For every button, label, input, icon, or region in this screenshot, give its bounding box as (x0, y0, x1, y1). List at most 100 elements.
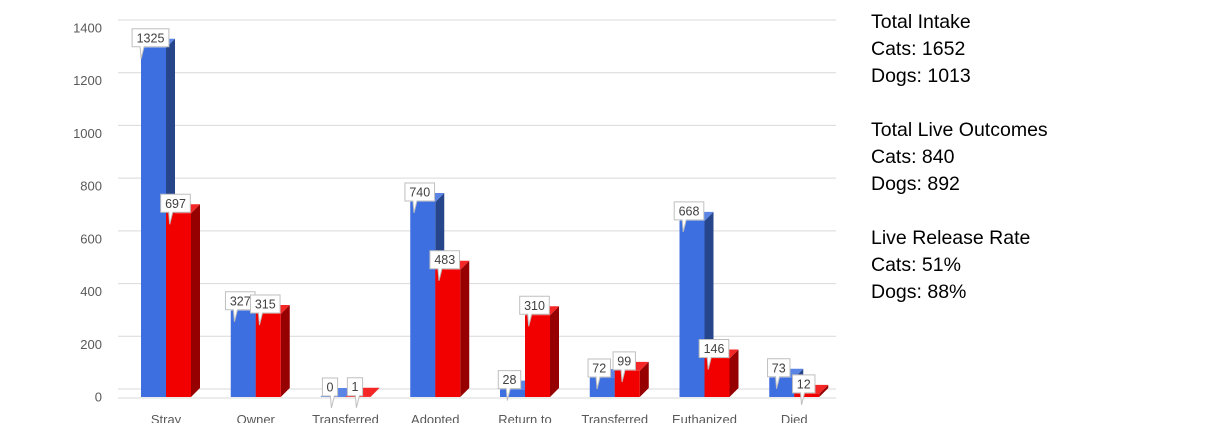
y-tick-label: 0 (95, 390, 102, 405)
data-label-text: 12 (797, 377, 811, 391)
stat-dogs: Dogs: 892 (871, 173, 960, 195)
data-label-text: 72 (592, 362, 606, 376)
stat-cats: Cats: 1652 (871, 38, 966, 60)
data-label: 28 (497, 370, 522, 401)
bar-front (230, 310, 256, 397)
y-tick-label: 1200 (73, 73, 102, 88)
bar (435, 260, 470, 397)
data-label-text: 0 (327, 381, 334, 395)
bar-side (370, 387, 380, 397)
bar-front (614, 370, 640, 397)
data-label: 1 (346, 377, 364, 408)
data-label-text: 99 (617, 354, 631, 368)
data-label-text: 327 (230, 294, 251, 308)
bar-side (550, 306, 559, 397)
stat-dogs: Dogs: 1013 (871, 65, 971, 87)
y-tick-label: 800 (80, 179, 102, 194)
stat-cats: Cats: 840 (871, 146, 955, 168)
data-label-text: 310 (524, 299, 545, 313)
callout-box (519, 295, 550, 327)
bar-side (280, 304, 290, 397)
callout-box (131, 28, 170, 59)
bar-front (679, 220, 705, 397)
data-label: 483 (429, 250, 461, 281)
bar-side (191, 204, 200, 397)
stat-dogs: Dogs: 88% (871, 281, 967, 303)
data-label-text: 483 (434, 253, 455, 267)
bar-front (255, 313, 281, 397)
summary-stats: Total Intake Cats: 1652 Dogs: 1013 Total… (871, 9, 1191, 333)
data-label: 697 (160, 193, 191, 225)
x-tick-label: Euthanized (672, 412, 737, 423)
stat-heading: Live Release Rate (871, 227, 1031, 249)
callout-box (404, 182, 436, 214)
stat-heading: Total Live Outcomes (871, 119, 1048, 141)
bar-front (166, 213, 191, 397)
data-label-text: 1 (352, 380, 359, 394)
y-tick-label: 400 (80, 284, 102, 299)
bar-side (819, 384, 829, 397)
y-tick-label: 600 (80, 231, 102, 246)
data-label-text: 697 (165, 197, 186, 211)
stat-group-live-outcomes: Total Live Outcomes Cats: 840 Dogs: 892 (871, 117, 1191, 198)
callout-box (792, 374, 816, 405)
bar-side (639, 361, 649, 397)
data-label-text: 73 (772, 361, 786, 375)
y-tick-label: 1400 (73, 21, 102, 36)
data-label-text: 146 (704, 342, 725, 356)
callout-box (346, 377, 364, 408)
callout-box (321, 377, 339, 409)
data-label-text: 315 (255, 297, 276, 311)
callout-box (673, 201, 705, 233)
data-label: 668 (673, 201, 705, 233)
y-tick-label: 1000 (73, 126, 102, 141)
data-label: 310 (519, 295, 550, 327)
data-label: 1325 (131, 28, 170, 59)
data-label: 0 (321, 377, 339, 409)
bar-front (589, 378, 615, 397)
data-label: 12 (792, 374, 816, 405)
callout-box (587, 358, 611, 390)
callout-box (612, 351, 636, 383)
x-tick-label: Return to (498, 412, 551, 423)
x-tick-label: Adopted (411, 412, 459, 423)
data-label: 315 (249, 294, 281, 326)
bar-side (460, 260, 470, 397)
stat-group-live-release-rate: Live Release Rate Cats: 51% Dogs: 88% (871, 225, 1191, 306)
callout-box (497, 370, 522, 401)
data-label-text: 668 (679, 204, 700, 218)
bar (166, 204, 200, 397)
x-tick-label: Stray (151, 412, 182, 423)
bar (410, 192, 445, 397)
y-tick-label: 200 (80, 337, 102, 352)
callout-box (160, 193, 191, 225)
data-label: 146 (698, 339, 730, 370)
data-label: 327 (224, 291, 256, 322)
bar-front (525, 315, 550, 397)
stat-heading: Total Intake (871, 11, 971, 33)
bar-front (769, 377, 795, 397)
x-tick-label: Transferred (581, 412, 648, 423)
bar-chart: 0 200 400 600 800 1000 1200 1400 Stray Owner Trans… (73, 19, 836, 423)
x-tick-label: Owner (237, 412, 276, 423)
bar-front (141, 47, 166, 398)
data-label-text: 1325 (137, 31, 165, 45)
callout-box (698, 339, 730, 370)
callout-box (767, 358, 791, 389)
stat-group-intake: Total Intake Cats: 1652 Dogs: 1013 (871, 9, 1191, 90)
x-tick-label: Died (781, 412, 808, 423)
callout-box (249, 294, 281, 326)
bar-front (435, 269, 461, 397)
data-label: 99 (612, 351, 636, 383)
x-tick-label: Transferred (312, 412, 379, 423)
stat-cats: Cats: 51% (871, 254, 961, 276)
data-label: 73 (767, 358, 791, 389)
data-label-text: 28 (503, 373, 517, 387)
data-label: 72 (587, 358, 611, 390)
bar-front (794, 393, 820, 397)
data-label-text: 740 (409, 185, 430, 199)
data-label: 740 (404, 182, 436, 214)
bar-front (500, 389, 525, 397)
callout-box (429, 250, 461, 281)
bar-front (410, 201, 436, 397)
